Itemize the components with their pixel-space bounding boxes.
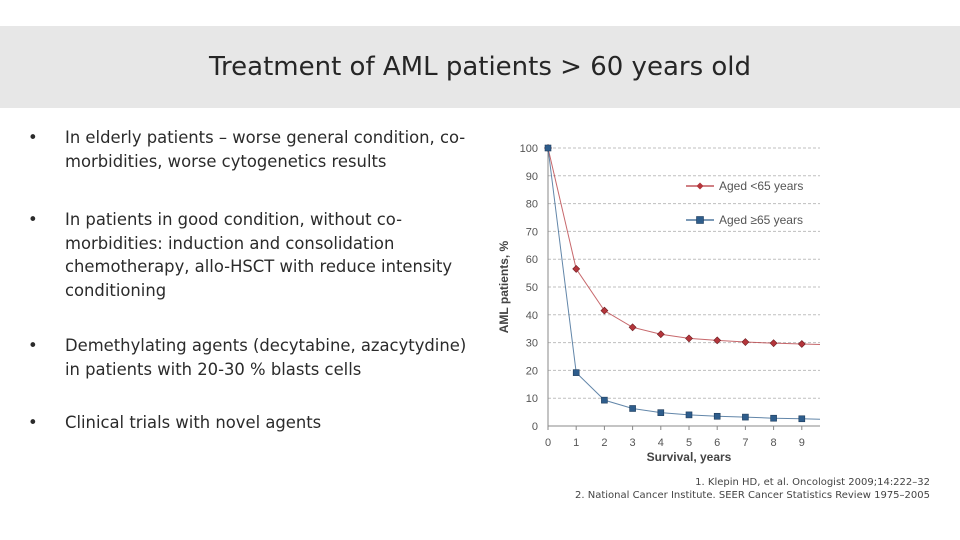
y-tick-label: 100 [520, 143, 538, 155]
y-tick-label: 20 [526, 365, 538, 377]
x-axis-label: Survival, years [647, 450, 732, 464]
data-point-under65 [572, 265, 581, 273]
survival-chart: 0102030405060708090100012345678910Surviv… [497, 143, 820, 464]
data-point-under65 [628, 323, 637, 332]
data-point-under65 [685, 334, 693, 343]
bullet-item: • Clinical trials with novel agents [28, 411, 478, 435]
data-point-under65 [741, 338, 750, 346]
slide-title: Treatment of AML patients > 60 years old [208, 52, 752, 82]
reference-2: 2. National Cancer Institute. SEER Cance… [575, 490, 930, 501]
data-point-over65 [742, 413, 749, 421]
legend-marker-under65 [696, 182, 704, 190]
bullet-text: In patients in good condition, without c… [65, 210, 453, 300]
y-tick-label: 70 [526, 226, 538, 238]
legend-label: Aged <65 years [719, 179, 803, 193]
data-point-over65 [629, 405, 636, 412]
data-point-over65 [770, 414, 777, 422]
series-line-under65 [547, 147, 820, 346]
data-point-under65 [797, 340, 806, 348]
data-point-under65 [769, 339, 778, 348]
bullet-item: • In elderly patients – worse general co… [28, 126, 478, 173]
bullet-marker: • [28, 413, 38, 432]
data-point-over65 [544, 144, 552, 152]
x-tick-label: 8 [771, 437, 777, 449]
x-tick-label: 9 [799, 437, 805, 449]
data-point-over65 [713, 412, 721, 420]
legend-label: Aged ≥65 years [719, 213, 803, 227]
bullet-text: Demethylating agents (decytabine, azacyt… [65, 336, 467, 379]
data-point-over65 [572, 369, 580, 376]
y-tick-label: 50 [526, 282, 538, 294]
y-tick-label: 10 [526, 393, 538, 405]
bullet-text: Clinical trials with novel agents [65, 413, 322, 432]
y-tick-label: 80 [526, 199, 538, 211]
data-point-over65 [685, 411, 693, 419]
legend-marker-over65 [696, 216, 704, 224]
y-tick-label: 0 [532, 421, 538, 433]
data-point-under65 [656, 330, 665, 339]
bullet-item: • In patients in good condition, without… [28, 208, 478, 302]
data-point-under65 [600, 306, 609, 315]
reference-1: 1. Klepin HD, et al. Oncologist 2009;14:… [695, 477, 930, 488]
data-point-over65 [798, 415, 806, 423]
x-tick-label: 3 [630, 437, 636, 449]
bullet-list: • In elderly patients – worse general co… [28, 126, 478, 468]
x-tick-label: 2 [601, 437, 607, 449]
data-point-under65 [713, 336, 722, 345]
x-tick-label: 4 [658, 437, 664, 449]
bullet-marker: • [28, 336, 38, 355]
y-tick-label: 40 [526, 310, 538, 322]
y-tick-label: 60 [526, 254, 538, 266]
data-point-over65 [657, 409, 665, 416]
x-tick-label: 7 [742, 437, 748, 449]
bullet-text: In elderly patients – worse general cond… [65, 128, 466, 171]
bullet-marker: • [28, 210, 38, 229]
x-tick-label: 1 [573, 437, 579, 449]
y-tick-label: 30 [526, 338, 538, 350]
y-axis-label: AML patients, % [497, 240, 511, 333]
x-tick-label: 5 [686, 437, 692, 449]
bullet-item: • Demethylating agents (decytabine, azac… [28, 334, 478, 381]
data-point-over65 [601, 396, 608, 404]
x-tick-label: 0 [545, 437, 551, 449]
x-tick-label: 6 [714, 437, 720, 449]
y-tick-label: 90 [526, 171, 538, 183]
bullet-marker: • [28, 128, 38, 147]
title-band [0, 26, 960, 108]
